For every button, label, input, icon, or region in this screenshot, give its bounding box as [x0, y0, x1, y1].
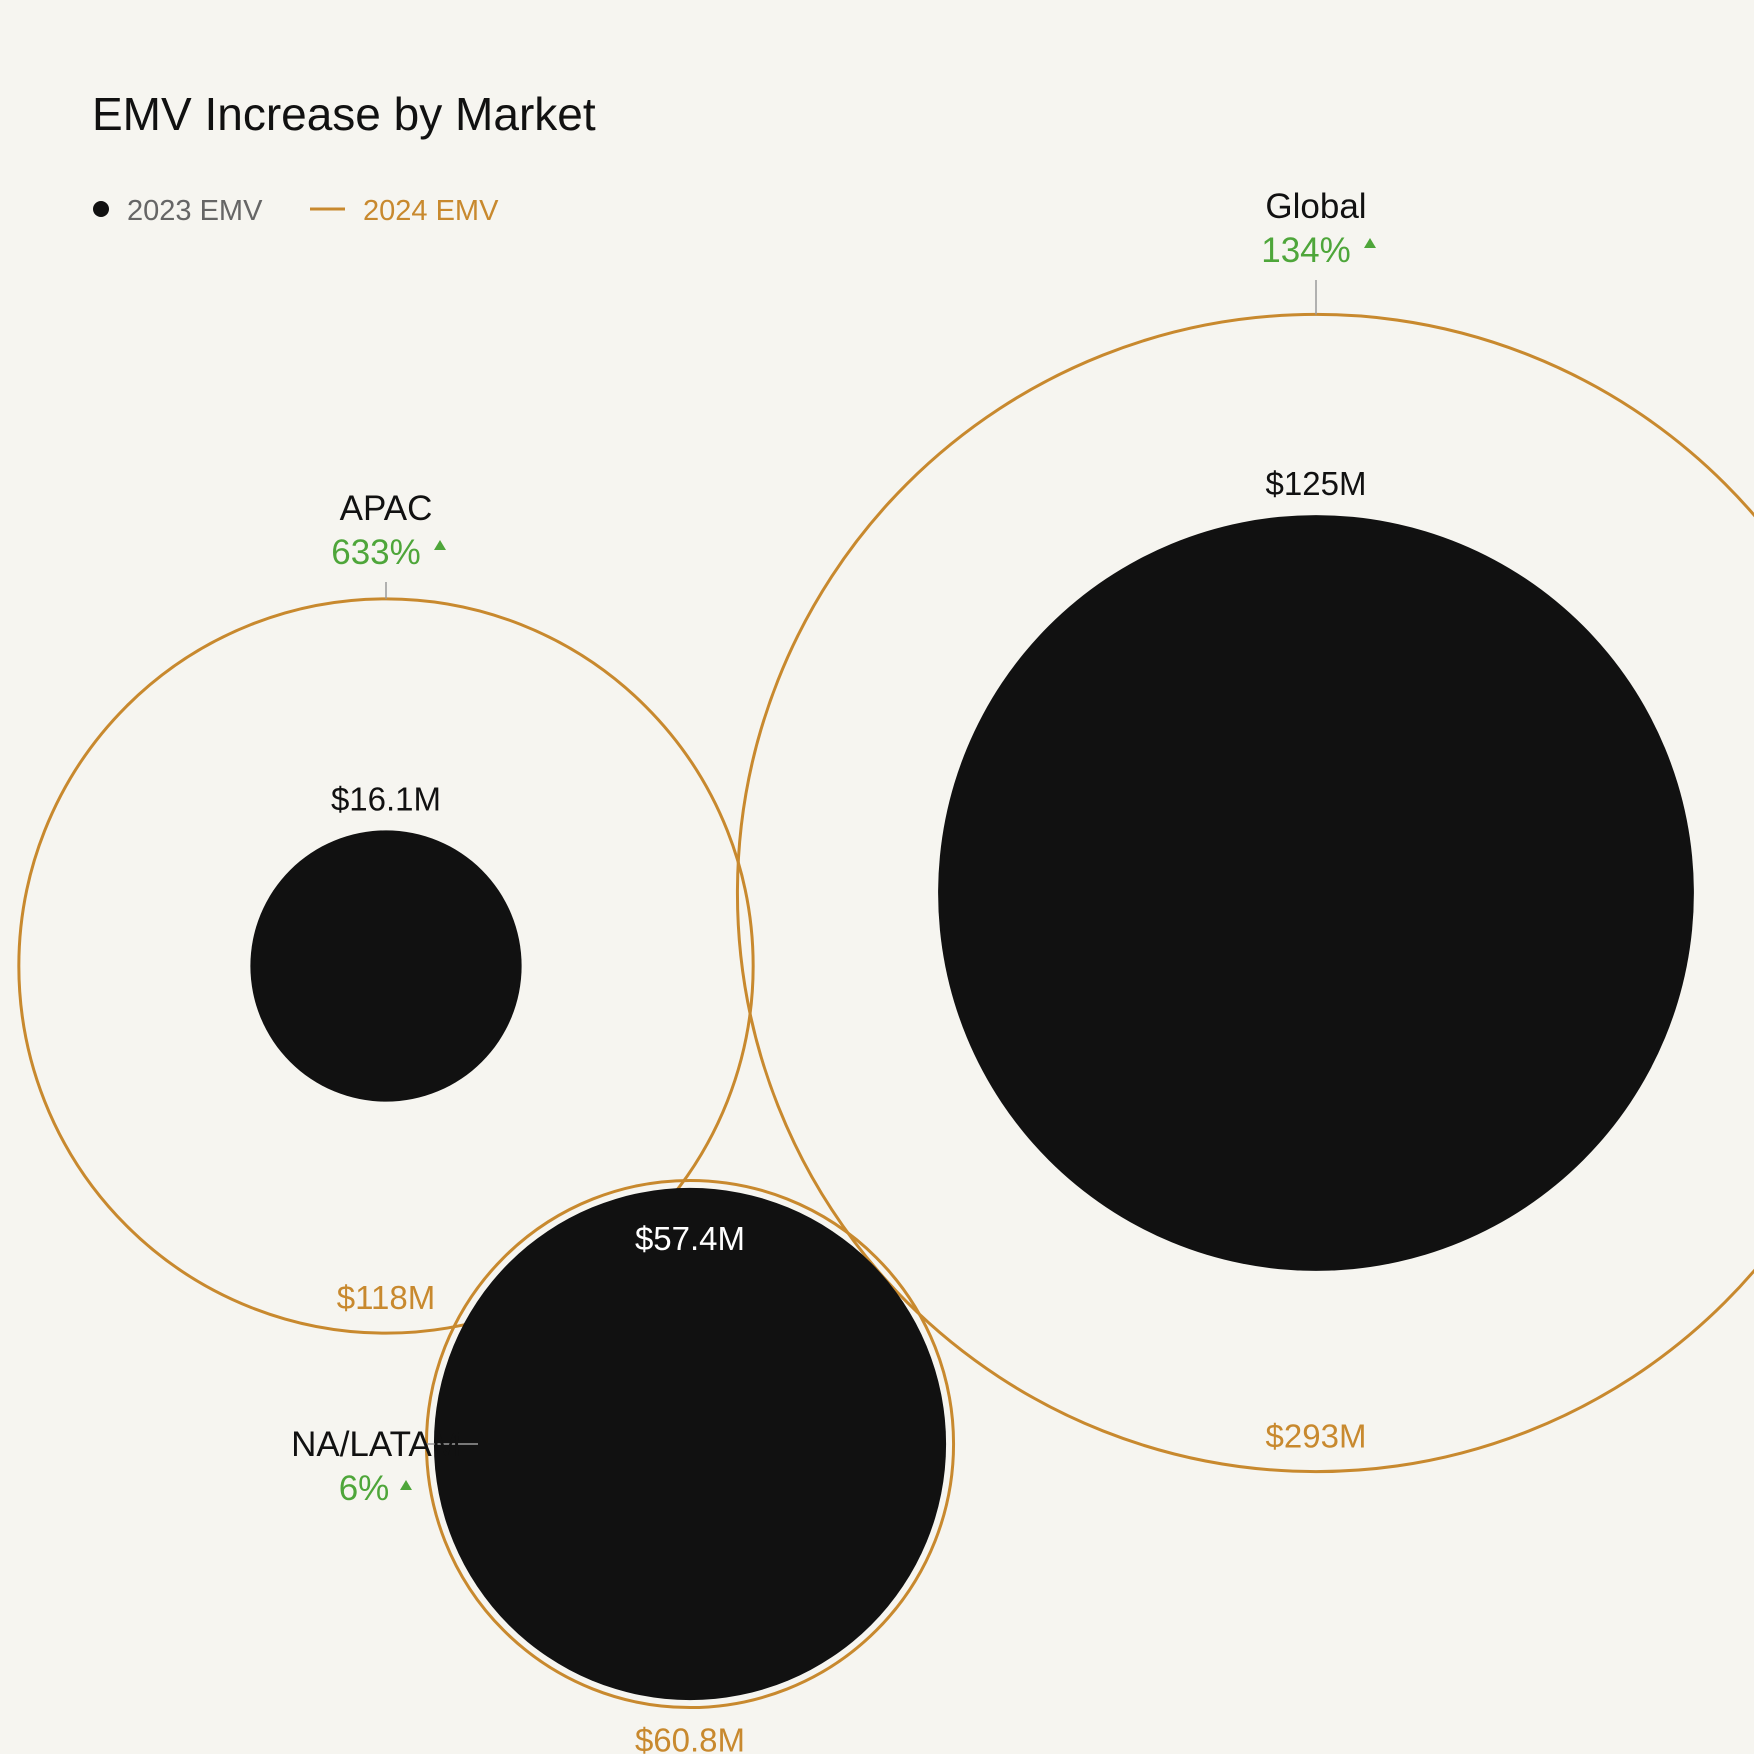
market-group-global: $293M $125M Global 134% [736, 187, 1754, 1473]
legend: 2023 EMV 2024 EMV [93, 195, 499, 227]
market-name-global: Global [1265, 187, 1366, 226]
increase-arrow-icon [1364, 238, 1376, 248]
bubble-2023-na-latam [433, 1187, 947, 1701]
value-2023-global: $125M [1266, 465, 1367, 502]
value-2023-apac: $16.1M [331, 780, 441, 817]
increase-apac: 633% [331, 533, 421, 572]
market-name-na-latam: NA/LATAM [291, 1425, 461, 1464]
value-2024-na-latam: $60.8M [635, 1722, 745, 1754]
increase-arrow-icon [434, 540, 446, 550]
legend-label-2024: 2024 EMV [363, 195, 499, 227]
market-name-apac: APAC [340, 489, 433, 528]
value-2023-na-latam: $57.4M [635, 1220, 745, 1257]
market-group-na-latam: $60.8M $57.4M NA/LATAM 6% [291, 1178, 956, 1754]
value-2024-global: $293M [1266, 1418, 1367, 1455]
market-group-apac: $118M $16.1M APAC 633% [17, 489, 755, 1335]
increase-arrow-icon [400, 1480, 412, 1490]
bubbles-layer: $118M$16.1MAPAC633%$293M$125MGlobal134%$… [17, 187, 1754, 1754]
bubble-2023-global [938, 515, 1694, 1271]
increase-na-latam: 6% [339, 1469, 390, 1508]
legend-label-2023: 2023 EMV [127, 195, 263, 227]
value-2024-apac: $118M [337, 1279, 435, 1316]
legend-marker-2023 [93, 201, 109, 217]
chart-title: EMV Increase by Market [92, 88, 596, 140]
bubble-2023-apac [250, 830, 522, 1102]
increase-global: 134% [1261, 231, 1351, 270]
